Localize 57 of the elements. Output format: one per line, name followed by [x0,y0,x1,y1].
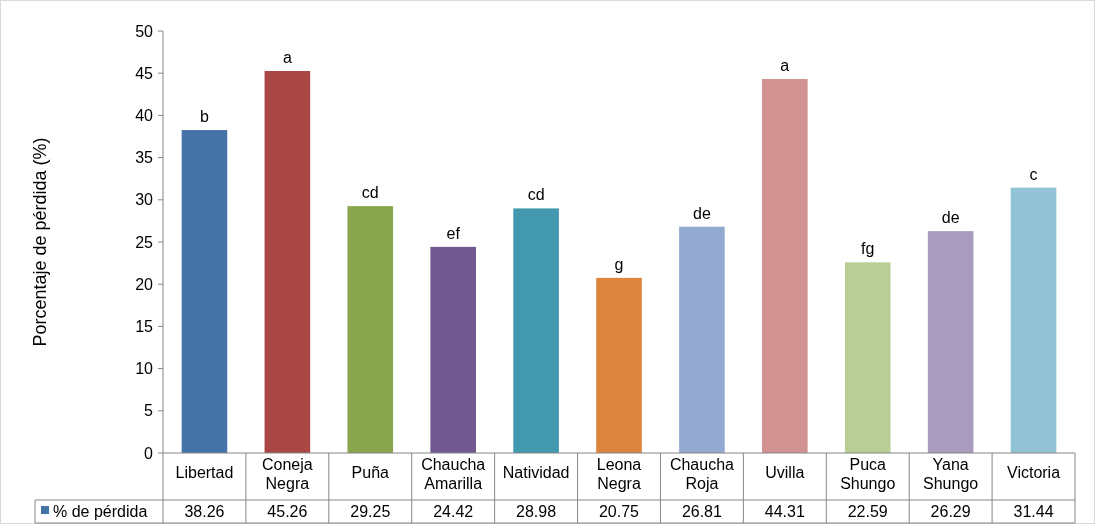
x-tick-label: Leona Negra [596,456,642,492]
y-tick-label: 35 [135,149,154,167]
bar [181,130,228,453]
annotation: cd [527,186,545,204]
data-label: 26.81 [681,503,723,520]
x-tick-label: Chaucha Amarilla [421,456,486,492]
bar [513,208,559,453]
annotation: b [200,108,209,126]
x-tick-label: Uvilla [765,464,805,481]
y-tick-label: 50 [135,22,154,40]
y-tick-label: 20 [135,275,154,293]
y-axis-title: Porcentaje de pérdida (%) [30,137,50,347]
data-label: 45.26 [267,503,308,520]
data-label: 22.59 [847,503,888,520]
y-tick-label: 0 [144,444,154,462]
bar [927,231,974,453]
annotation: g [614,255,624,273]
x-tick-label: Coneja Negra [262,456,313,492]
bar [679,226,725,453]
data-label: 26.29 [930,503,971,520]
annotation: a [780,57,790,75]
y-tick-label: 45 [135,64,154,82]
bar [347,206,394,453]
data-label: 44.31 [764,503,805,520]
data-label: 20.75 [598,503,640,520]
bar [430,246,476,453]
bar [844,262,891,453]
data-label: 24.42 [433,503,474,520]
annotation: ef [446,224,461,242]
y-tick-label: 15 [135,318,154,335]
data-label: 29.25 [350,503,391,520]
annotation: c [1029,165,1038,183]
x-tick-label: Natividad [502,464,570,481]
annotation: cd [361,184,379,202]
x-tick-label: Chaucha Roja [669,456,735,492]
bar [762,79,808,453]
x-tick-label: Libertad [175,464,234,481]
y-tick-label: 25 [135,233,154,251]
y-tick-label: 5 [144,402,154,420]
y-tick-label: 10 [135,360,154,378]
x-tick-label: Puña [351,464,390,481]
bar [596,277,642,453]
x-tick-label: Puca Shungo [840,456,896,492]
data-label: 28.98 [516,503,557,520]
y-tick-label: 40 [135,107,154,124]
y-tick-label: 30 [135,191,154,209]
annotation: de [941,209,960,227]
annotation: de [693,204,711,222]
annotation: fg [861,240,875,258]
annotation: a [282,49,292,67]
x-tick-label: Victoria [1007,464,1061,481]
data-label: 31.44 [1013,503,1054,520]
x-tick-label: Yana Shungo [923,456,979,492]
data-label: 38.26 [184,503,225,520]
legend-label: % de pérdida [53,503,148,520]
bar [264,71,311,453]
bar [1010,187,1057,453]
